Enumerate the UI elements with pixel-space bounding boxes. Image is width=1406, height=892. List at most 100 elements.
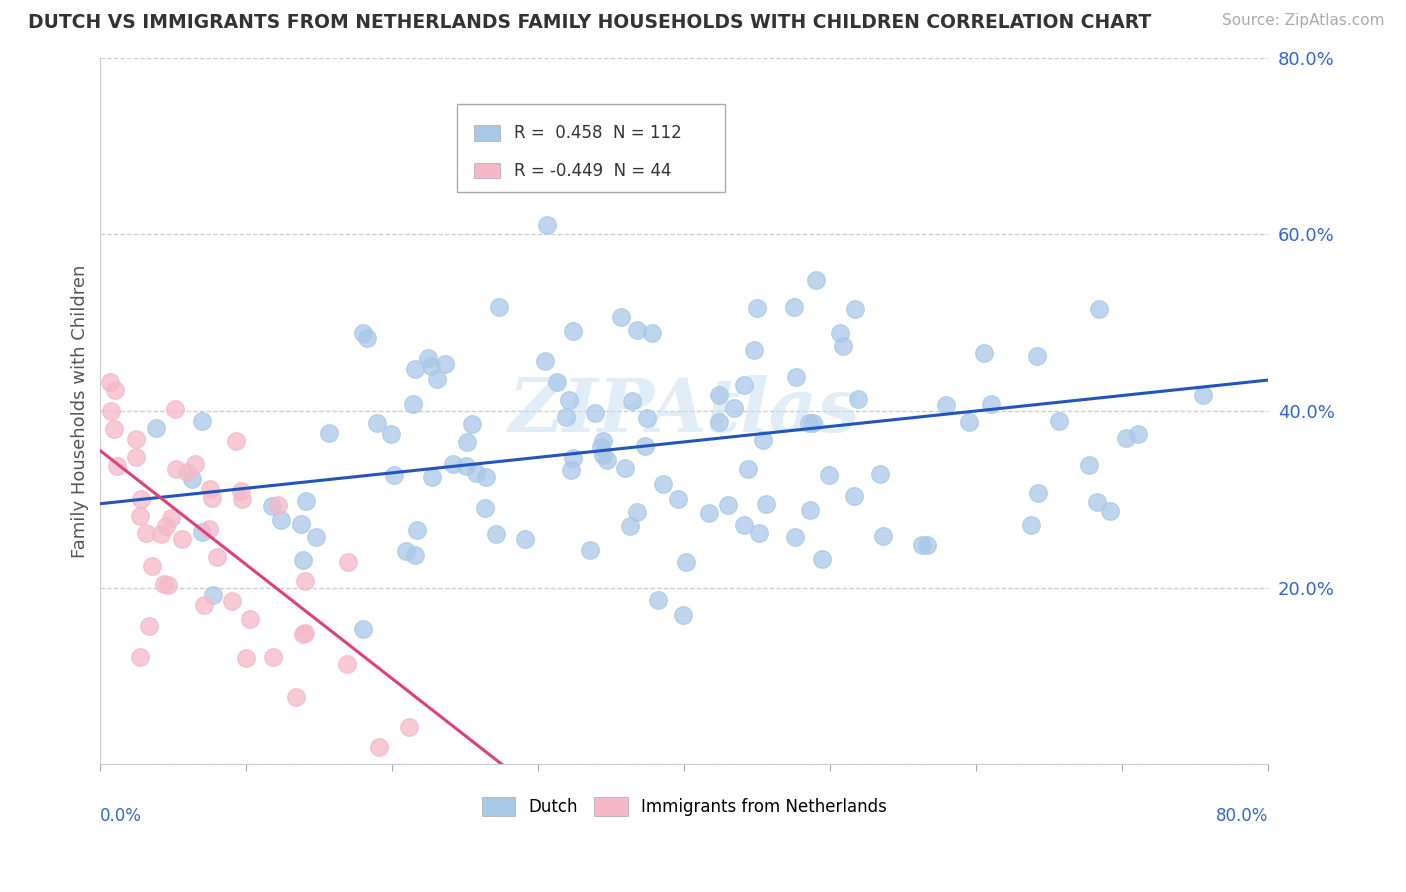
Point <box>832 338 855 352</box>
Point <box>1078 458 1101 472</box>
Point <box>799 416 821 430</box>
Point <box>380 427 402 442</box>
Point <box>181 472 204 486</box>
Point <box>229 484 252 499</box>
Point <box>416 351 439 365</box>
Point <box>872 529 894 543</box>
Point <box>284 690 307 704</box>
Point <box>290 517 312 532</box>
Point <box>1087 495 1109 509</box>
Point <box>555 410 578 425</box>
Point <box>911 537 934 551</box>
Point <box>1098 503 1121 517</box>
Point <box>709 388 731 402</box>
Point <box>957 416 980 430</box>
Point <box>1026 486 1049 500</box>
Point <box>842 489 865 503</box>
Point <box>125 432 148 446</box>
Point <box>1047 414 1070 428</box>
Point <box>420 359 443 373</box>
Point <box>395 544 418 558</box>
Point <box>305 530 328 544</box>
Point <box>915 538 938 552</box>
Point <box>672 607 695 622</box>
Point <box>155 518 177 533</box>
Point <box>596 452 619 467</box>
Point <box>426 372 449 386</box>
FancyBboxPatch shape <box>474 126 499 141</box>
Point <box>785 530 807 544</box>
Point <box>135 526 157 541</box>
Point <box>785 369 807 384</box>
Text: Source: ZipAtlas.com: Source: ZipAtlas.com <box>1222 13 1385 29</box>
Point <box>626 505 648 519</box>
Legend: Dutch, Immigrants from Netherlands: Dutch, Immigrants from Netherlands <box>475 790 894 823</box>
Point <box>675 555 697 569</box>
Point <box>170 532 193 546</box>
Point <box>697 506 720 520</box>
Text: ZIPAtlas: ZIPAtlas <box>509 375 860 447</box>
Point <box>225 434 247 448</box>
Point <box>165 462 187 476</box>
Point <box>1115 431 1137 445</box>
Point <box>352 326 374 340</box>
Point <box>460 417 482 431</box>
Point <box>717 498 740 512</box>
Point <box>382 468 405 483</box>
Point <box>128 509 150 524</box>
FancyBboxPatch shape <box>457 103 725 192</box>
Point <box>201 588 224 602</box>
Point <box>1087 302 1109 317</box>
Point <box>474 501 496 516</box>
Point <box>619 518 641 533</box>
Point <box>433 358 456 372</box>
Point <box>406 523 429 537</box>
Point <box>398 720 420 734</box>
Point <box>420 470 443 484</box>
Point <box>818 468 841 483</box>
Point <box>828 326 851 340</box>
Point <box>799 503 821 517</box>
Point <box>138 619 160 633</box>
Point <box>626 323 648 337</box>
FancyBboxPatch shape <box>474 162 499 178</box>
Text: R =  0.458  N = 112: R = 0.458 N = 112 <box>513 124 682 142</box>
Point <box>150 527 173 541</box>
Point <box>356 331 378 345</box>
Point <box>98 375 121 389</box>
Point <box>579 542 602 557</box>
Point <box>104 383 127 397</box>
Point <box>336 657 359 672</box>
Point <box>205 550 228 565</box>
Point <box>441 457 464 471</box>
Point <box>262 499 284 513</box>
Point <box>634 439 657 453</box>
Point <box>456 434 478 449</box>
Point <box>614 461 637 475</box>
Point <box>221 594 243 608</box>
Point <box>465 466 488 480</box>
Point <box>160 511 183 525</box>
Point <box>141 558 163 573</box>
Point <box>844 302 866 317</box>
Point <box>589 440 612 454</box>
Point <box>592 448 614 462</box>
Point <box>153 576 176 591</box>
Text: 0.0%: 0.0% <box>100 806 142 825</box>
Point <box>404 361 426 376</box>
Point <box>515 532 537 546</box>
Point <box>641 326 664 340</box>
Point <box>129 492 152 507</box>
Point <box>193 598 215 612</box>
Point <box>190 524 212 539</box>
Point <box>337 555 360 569</box>
Point <box>801 416 824 430</box>
Point <box>647 593 669 607</box>
Point <box>292 627 315 641</box>
Y-axis label: Family Households with Children: Family Households with Children <box>72 264 89 558</box>
Point <box>488 300 510 314</box>
Point <box>184 457 207 471</box>
Point <box>592 434 614 449</box>
Point <box>100 404 122 418</box>
Point <box>201 491 224 505</box>
